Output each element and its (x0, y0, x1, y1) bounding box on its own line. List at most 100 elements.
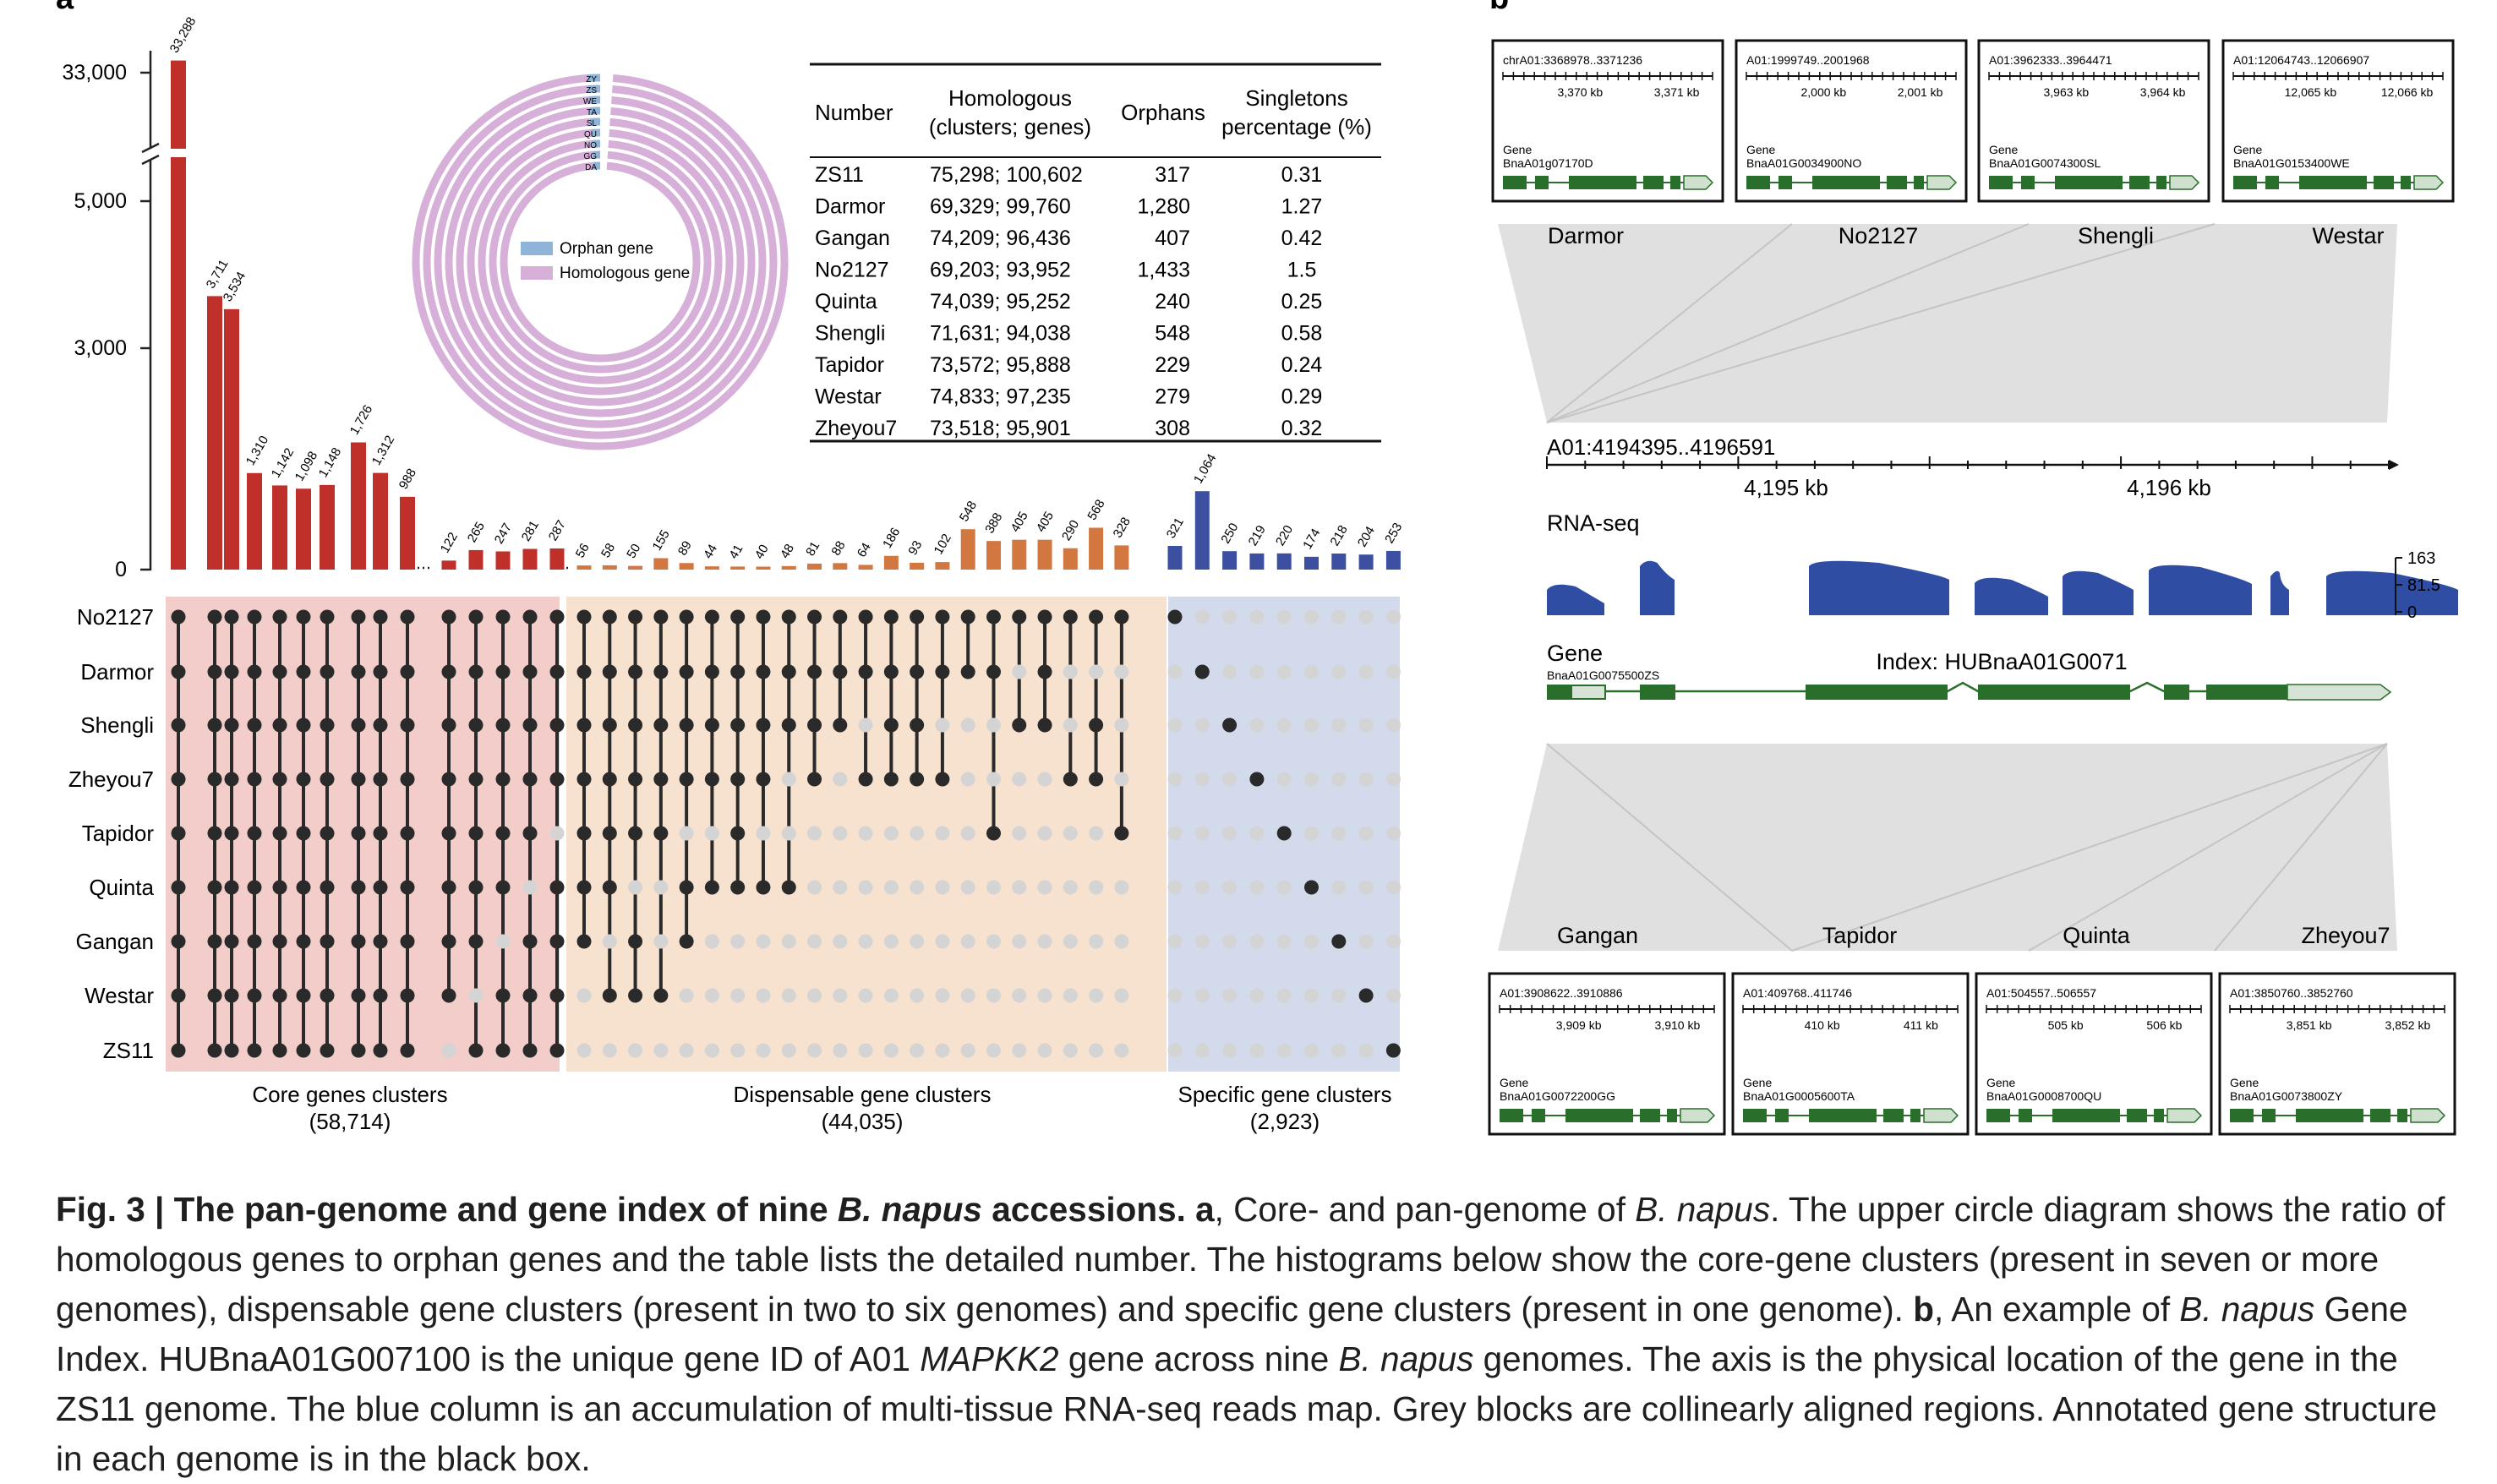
group-labels: Core genes clusters(58,714) Dispensable g… (252, 1082, 1391, 1134)
matrix-dot-filled (653, 664, 669, 679)
gene-box-frame (2221, 39, 2455, 203)
matrix-dot-filled (628, 609, 643, 625)
matrix-dot-empty (1012, 826, 1027, 841)
matrix-dot-filled (960, 609, 975, 625)
matrix-dot-empty (1063, 664, 1078, 679)
matrix-dot-empty (704, 826, 719, 841)
matrix-dot-empty (1222, 988, 1238, 1003)
matrix-dot-filled (1012, 717, 1027, 733)
panel-a-label: a (56, 0, 74, 16)
matrix-dot-empty (1089, 880, 1104, 895)
matrix-dot-empty (1358, 826, 1374, 841)
matrix-dot-filled (272, 880, 287, 895)
bar (171, 60, 186, 149)
row-label: No2127 (77, 604, 154, 630)
matrix-dot-filled (400, 880, 415, 895)
matrix-dot-empty (628, 880, 643, 895)
matrix-dot-empty (1037, 934, 1052, 949)
legend-orphan-label: Orphan gene (560, 240, 653, 258)
matrix-dot-empty (679, 826, 694, 841)
gene-exon (1640, 1109, 1660, 1122)
matrix-dot-filled (296, 717, 311, 733)
matrix-dot-empty (1194, 988, 1210, 1003)
matrix-dot-empty (1249, 717, 1265, 733)
bar (1304, 556, 1319, 570)
matrix-dot-filled (522, 988, 538, 1003)
matrix-dot-empty (883, 826, 899, 841)
gene-box-frame (1735, 39, 1968, 203)
table-header: Number (815, 100, 893, 125)
bar-value-label: 988 (396, 466, 419, 492)
gene-utr (2169, 175, 2200, 190)
gene-box-coord: A01:504557..506557 (1986, 986, 2096, 1000)
matrix-dot-empty (1304, 717, 1319, 733)
matrix-dot-empty (858, 880, 873, 895)
gene-box: A01:12064743..12066907 12,065 kb 12,066 kb… (2221, 39, 2455, 203)
matrix-dot-empty (522, 880, 538, 895)
matrix-dot-filled (935, 609, 950, 625)
bar (1012, 539, 1027, 570)
gene-exon (1532, 1109, 1545, 1122)
matrix-dot-empty (1304, 664, 1319, 679)
matrix-dot-empty (1276, 880, 1292, 895)
matrix-dot-empty (1249, 826, 1265, 841)
matrix-dot-filled (351, 826, 366, 841)
matrix-dot-filled (730, 826, 746, 841)
bar (224, 308, 239, 570)
matrix-dot-filled (373, 826, 388, 841)
gene-exon (2052, 1109, 2120, 1122)
matrix-dot-filled (602, 609, 617, 625)
y-tick-label: 33,000 (63, 61, 127, 85)
gene-box-coord: A01:409768..411746 (1743, 986, 1852, 1000)
matrix-dot-filled (171, 772, 186, 787)
gene-exon (2055, 176, 2123, 189)
bar-value-label: 1,148 (316, 445, 344, 480)
bar-value-label: 1,098 (292, 449, 320, 483)
row-label: Zheyou7 (68, 767, 154, 792)
matrix-dot-empty (1331, 609, 1347, 625)
gene-box-coord: A01:1999749..2001968 (1746, 53, 1870, 67)
bar (207, 296, 222, 570)
matrix-dot-empty (935, 880, 950, 895)
matrix-dot-filled (1358, 988, 1374, 1003)
axis-arrow (2389, 460, 2399, 470)
y-tick-label: 3,000 (74, 336, 127, 360)
matrix-dot-filled (628, 988, 643, 1003)
rnaseq-peak (1809, 560, 1949, 615)
bar-value-label: 41 (726, 542, 746, 561)
synteny-line (1546, 223, 2030, 423)
gene-exon (2206, 685, 2287, 700)
matrix-dot-filled (272, 934, 287, 949)
matrix-dot-empty (807, 880, 822, 895)
bar (935, 562, 950, 570)
ring-label: TA (587, 108, 597, 117)
matrix-dot-filled (1114, 826, 1129, 841)
gene-exon (1743, 1109, 1767, 1122)
bar-value-label: 33,288 (167, 14, 199, 55)
matrix-dot-filled (858, 772, 873, 787)
bar-value-label: 64 (855, 540, 874, 559)
gene-index-label: Index: HUBnaA01G0071 (1876, 649, 2127, 674)
gene-exon (2299, 176, 2367, 189)
matrix-dot-empty (1249, 609, 1265, 625)
matrix-dot-empty (1114, 880, 1129, 895)
matrix-dot-empty (807, 1043, 822, 1058)
gene-box-coord: A01:3962333..3964471 (1989, 53, 2112, 67)
matrix-dot-filled (296, 772, 311, 787)
table-cell: Westar (815, 385, 882, 409)
gene-exon (2397, 1109, 2407, 1122)
matrix-dot-filled (781, 880, 796, 895)
bar (602, 565, 617, 570)
matrix-dot-empty (1331, 880, 1347, 895)
matrix-dot-filled (373, 1043, 388, 1058)
matrix-dot-filled (441, 717, 456, 733)
matrix-dot-filled (653, 609, 669, 625)
matrix-dot-empty (1167, 1043, 1183, 1058)
matrix-dot-filled (400, 609, 415, 625)
matrix-dot-filled (730, 772, 746, 787)
matrix-dot-filled (351, 880, 366, 895)
matrix-dot-filled (247, 717, 262, 733)
synteny-line (1791, 743, 2388, 952)
bar (247, 472, 262, 570)
table-cell: ZS11 (815, 163, 864, 187)
